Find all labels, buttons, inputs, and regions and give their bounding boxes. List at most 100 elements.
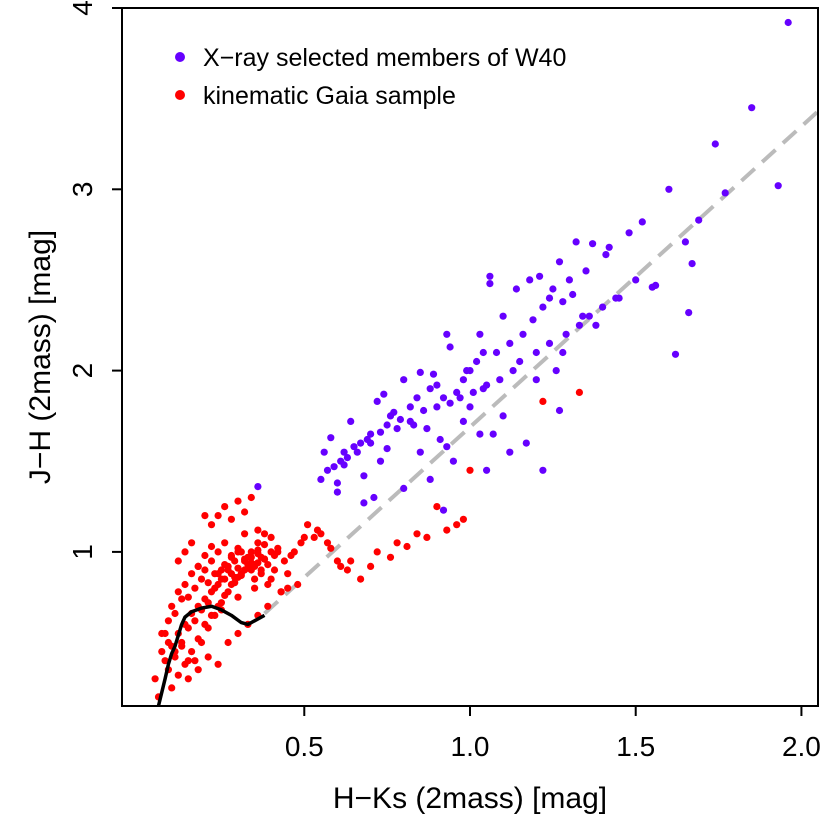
data-point [340,461,348,469]
data-point [247,566,255,574]
data-point [234,593,242,601]
data-point [360,472,368,480]
data-point [506,448,514,456]
data-point [234,548,242,556]
data-point [158,648,166,656]
data-point [688,260,696,268]
data-point [197,638,206,647]
data-point [360,499,368,507]
data-point [191,584,199,592]
data-point [333,488,341,496]
data-point [294,580,302,589]
data-point [224,588,232,596]
data-point [310,533,318,542]
data-point [201,511,209,520]
data-point [449,457,457,465]
data-point [466,403,474,411]
data-point [277,588,285,596]
data-point [214,570,222,578]
data-point [174,557,182,565]
data-point [284,584,292,592]
data-point [188,648,196,656]
data-point [247,493,255,502]
data-point [227,553,235,561]
y-axis: 1 2 3 4 [67,0,122,560]
data-point [178,595,186,603]
data-point [171,653,179,661]
data-point [181,548,189,556]
data-point [439,506,448,514]
data-point [539,303,547,311]
data-point [204,653,212,661]
data-point [347,557,355,565]
data-point [304,521,312,529]
data-point [201,566,209,574]
data-point [681,238,690,246]
data-point [184,657,192,665]
data-point [241,530,249,538]
data-point [221,575,229,583]
data-point [204,579,212,587]
data-point [383,421,391,429]
data-point [539,466,547,474]
data-point [443,330,451,338]
x-tick-label: 1.5 [616,731,655,762]
data-point [207,542,216,551]
data-point [671,350,680,358]
data-point [486,280,494,288]
legend-label-gaia: kinematic Gaia sample [203,82,456,110]
data-point [367,430,375,438]
data-point [532,348,540,357]
data-point [406,417,414,425]
data-point [473,357,481,366]
data-point [214,548,222,556]
data-point [241,508,249,516]
sequence-line [156,604,266,706]
y-tick-label: 4 [67,0,98,16]
data-point [426,385,434,393]
data-point [313,526,322,534]
data-point [406,403,414,411]
data-point [516,357,524,366]
data-point [327,544,335,552]
data-point [251,584,259,592]
data-point [459,376,467,384]
data-point [267,548,275,556]
data-point [453,388,461,396]
data-point [721,189,729,197]
data-point [227,570,235,578]
data-point [367,562,375,571]
data-point [264,602,272,610]
data-point [423,533,431,542]
data-point [565,276,574,284]
data-point [224,638,232,647]
data-point [317,475,325,483]
data-point [403,542,411,551]
data-point [499,312,507,320]
data-point [625,229,633,237]
data-point [446,343,454,351]
data-point [221,561,229,569]
data-point [191,617,199,625]
data-point [549,285,557,293]
data-point [370,493,378,502]
data-point [174,671,182,679]
data-point [254,483,262,491]
data-point [479,348,487,357]
data-point [327,434,335,442]
data-point [237,571,245,580]
data-point [433,381,441,389]
series-xray-members [254,18,792,514]
data-point [453,521,461,529]
data-point [439,394,448,402]
data-point [559,348,567,357]
data-point [357,575,365,583]
data-point [506,339,514,347]
data-point [476,330,484,338]
data-point [459,417,467,425]
data-point [483,466,491,474]
data-point [264,580,272,589]
data-point [784,18,792,27]
data-point [247,553,255,561]
data-point [287,551,295,560]
